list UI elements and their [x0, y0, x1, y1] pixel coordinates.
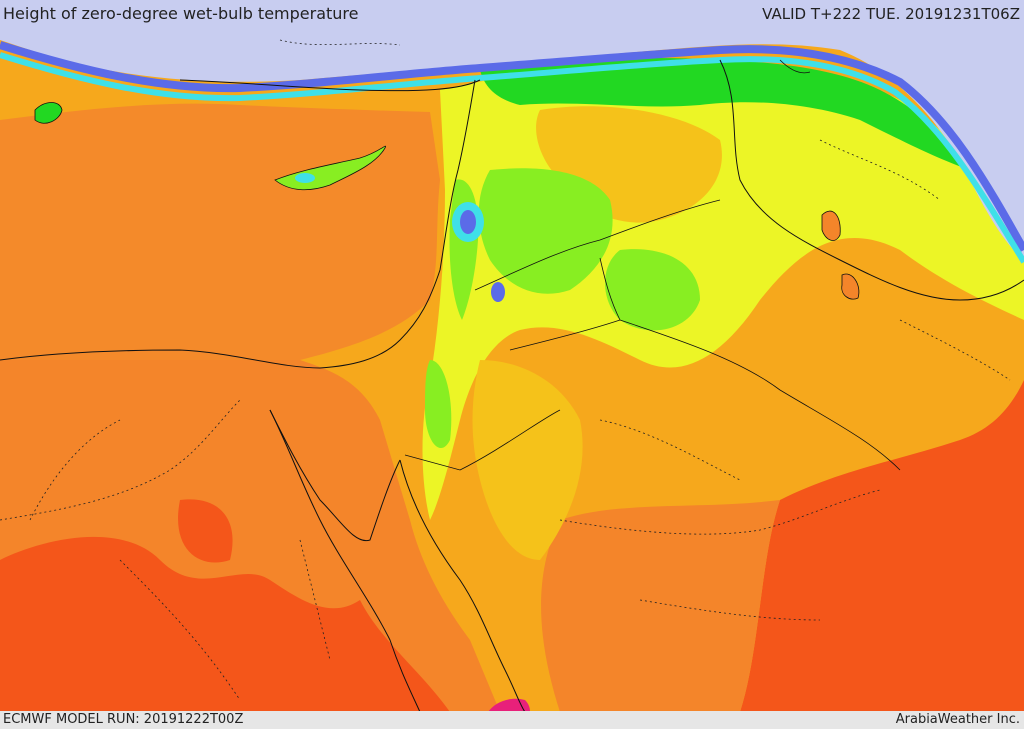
syria-lime-zone [478, 168, 613, 294]
map-title: Height of zero-degree wet-bulb temperatu… [3, 4, 359, 23]
sinai-lime-patch [425, 360, 452, 449]
jordan-gold-zone [472, 360, 583, 560]
map-footer: ECMWF MODEL RUN: 20191222T00Z ArabiaWeat… [0, 711, 1024, 729]
coastlines [0, 59, 1024, 713]
island-top-left [34, 102, 63, 124]
valid-time: VALID T+222 TUE. 20191231T06Z [762, 5, 1020, 23]
gulf-island-2 [841, 273, 860, 300]
cyprus-cyan-dot [295, 173, 315, 183]
northern-sea-lavender [0, 0, 1024, 260]
arabia-orange-field [541, 500, 780, 712]
mediterranean-field [0, 103, 440, 360]
jordan-blue-dot [491, 282, 505, 302]
arabia-red-field [740, 380, 1024, 712]
north-green-band [480, 58, 970, 170]
northern-sea-edge-cyan [0, 52, 1024, 264]
admin-borders [0, 39, 1011, 701]
gulf-island-1 [821, 210, 841, 241]
credit-label: ArabiaWeather Inc. [895, 712, 1020, 727]
iraq-lime-zone [605, 249, 700, 331]
sahara-red-field [0, 536, 450, 712]
map-title-bar: Height of zero-degree wet-bulb temperatu… [0, 0, 1024, 23]
political-borders [404, 59, 901, 471]
northern-sea-edge-blue [0, 41, 1024, 252]
lebanon-blue-patch [460, 210, 476, 234]
model-run-label: ECMWF MODEL RUN: 20191222T00Z [3, 712, 244, 727]
egypt-red-patch [178, 499, 233, 563]
